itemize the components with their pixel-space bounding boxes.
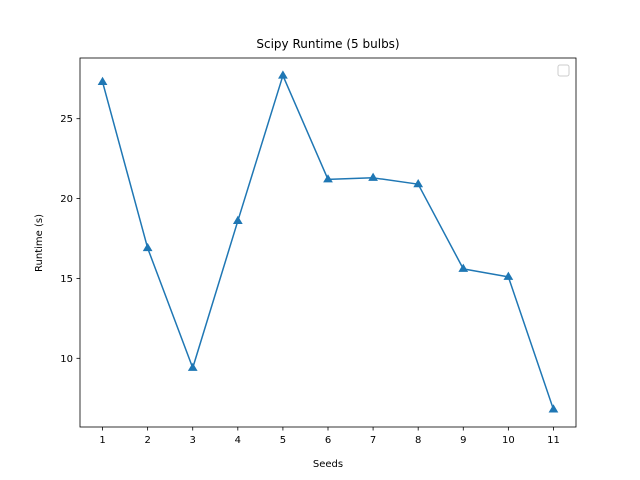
- y-tick-label: 25: [60, 114, 73, 125]
- data-point: [458, 263, 469, 272]
- x-axis-label: Seeds: [313, 459, 343, 470]
- legend: [557, 64, 570, 77]
- x-tick-label: 8: [415, 435, 421, 446]
- data-point: [142, 242, 153, 252]
- data-point: [503, 271, 514, 280]
- data-point: [368, 172, 378, 181]
- x-tick-label: 3: [190, 435, 196, 446]
- x-tick-label: 6: [325, 435, 331, 446]
- x-tick-label: 2: [144, 435, 150, 446]
- y-axis-label: Runtime (s): [34, 214, 45, 272]
- y-tick-label: 15: [60, 274, 73, 285]
- x-tick-label: 5: [280, 435, 286, 446]
- x-tick-label: 11: [547, 435, 560, 446]
- plot-area: 1 2 3 4 5 6 7 8 9 10 11 10 15 20 25: [60, 57, 577, 446]
- data-point: [278, 70, 288, 79]
- data-point: [413, 179, 424, 188]
- x-tick-label: 4: [235, 435, 241, 446]
- x-tick-label: 9: [460, 435, 466, 446]
- data-point: [323, 174, 333, 183]
- y-tick-label: 20: [60, 194, 73, 205]
- x-tick-label: 7: [370, 435, 376, 446]
- x-tick-label: 1: [99, 435, 105, 446]
- legend-box: [557, 64, 570, 77]
- data-point: [232, 215, 243, 224]
- chart-title: Scipy Runtime (5 bulbs): [256, 37, 399, 51]
- y-tick-label: 10: [60, 354, 73, 365]
- data-point: [97, 76, 108, 85]
- data-point: [187, 362, 198, 371]
- x-tick-label: 10: [502, 435, 515, 446]
- data-point: [548, 404, 559, 413]
